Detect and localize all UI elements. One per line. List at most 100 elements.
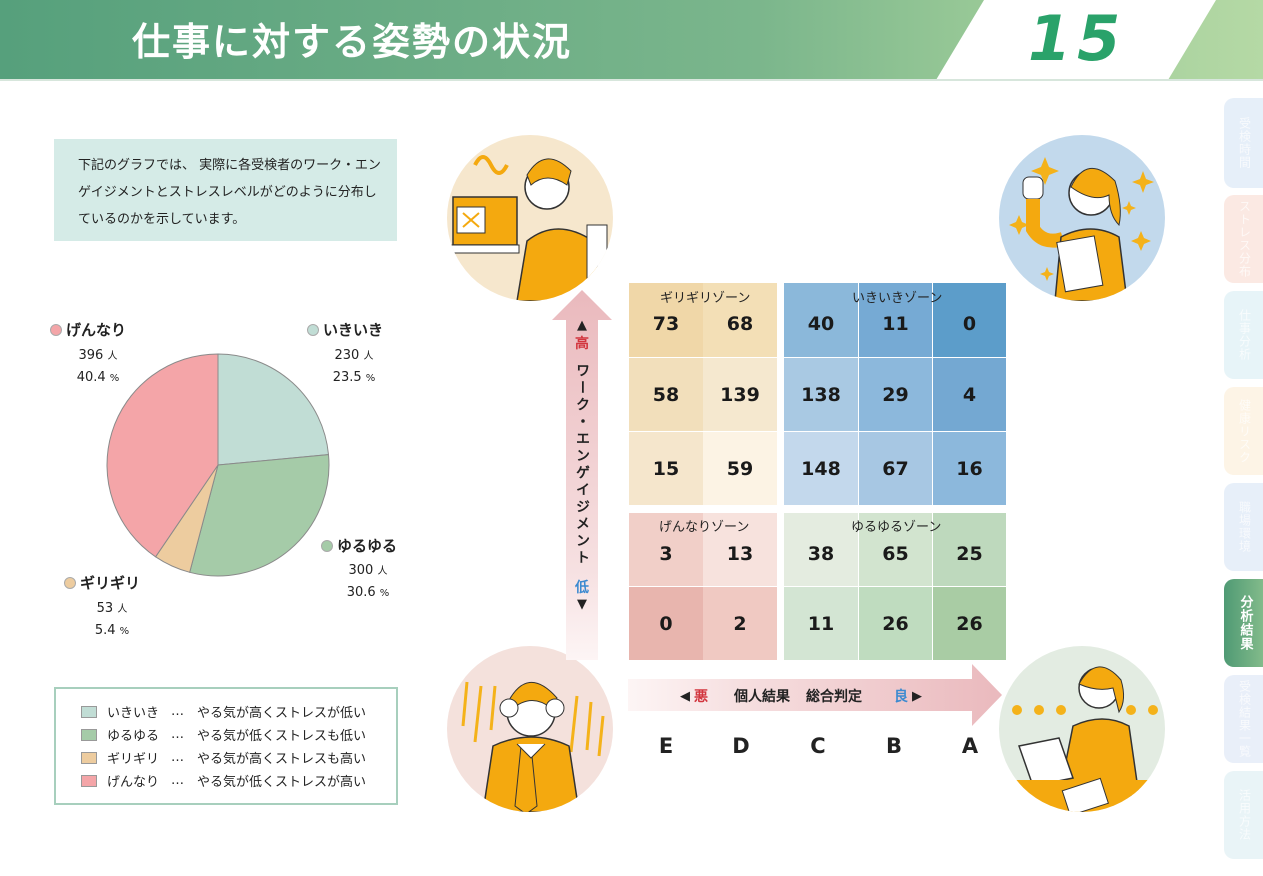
grade-b: B	[885, 734, 902, 758]
x-axis-title-1: 個人結果	[734, 689, 790, 705]
side-tab-label: 受検時間	[1237, 117, 1252, 169]
legend-name: いきいき	[107, 706, 160, 721]
page-number-panel	[936, 0, 1216, 80]
left-triangle-icon: ◀	[680, 688, 690, 704]
matrix-cell: 2	[703, 587, 777, 660]
side-tab-3[interactable]: 健康リスク	[1224, 387, 1263, 475]
legend-separator: …	[171, 704, 184, 719]
gennari-dot-icon	[50, 323, 62, 336]
legend-name: げんなり	[107, 775, 160, 790]
header-divider	[0, 79, 1263, 81]
unit: %	[365, 373, 376, 384]
legend-item: いきいき … やる気が高くストレスが低い	[81, 700, 396, 723]
y-axis-title: ワーク・エンゲイジメント	[574, 363, 590, 567]
y-axis-low: 低	[575, 580, 589, 596]
percent: 30.6	[346, 585, 376, 600]
up-triangle-icon: ▲	[577, 318, 587, 333]
unit: %	[109, 373, 120, 384]
pie-label-ikiiki: いきいき	[307, 319, 383, 340]
pie-label-name: げんなり	[66, 321, 127, 339]
side-tab-label: 仕事分析	[1237, 309, 1252, 361]
pie-chart	[106, 353, 330, 577]
side-tab-2[interactable]: 仕事分析	[1224, 291, 1263, 379]
worried-man-illustration	[447, 135, 613, 301]
legend-desc: やる気が低くストレスが高い	[197, 775, 367, 790]
matrix-cell: 148	[784, 432, 858, 505]
pie-slice-ikiiki	[217, 353, 330, 466]
stressed-man-icon	[461, 681, 605, 812]
overall-judgment-arrow	[628, 664, 1002, 726]
grade-d: D	[732, 734, 750, 758]
side-tab-4[interactable]: 職場環境	[1224, 483, 1263, 571]
unit: %	[379, 588, 390, 599]
matrix-cell: 138	[784, 358, 858, 431]
legend-name: ゆるゆる	[107, 729, 160, 744]
y-axis-label: ▲ 高 ワーク・エンゲイジメント 低 ▼	[568, 318, 596, 612]
percent: 23.5	[332, 370, 362, 385]
zone-label-yuruyuru: ゆるゆるゾーン	[851, 520, 942, 535]
x-axis-good: 良	[894, 689, 908, 705]
matrix-cell: 68	[703, 283, 777, 357]
pie-label-name: いきいき	[323, 321, 384, 339]
pie-sub-yuruyuru: 300 人 30.6 %	[338, 560, 398, 604]
ikiiki-dot-icon	[307, 323, 319, 336]
matrix-cell: 58	[629, 358, 703, 431]
down-triangle-icon: ▼	[577, 597, 587, 612]
side-tab-label: 受検結果一覧	[1237, 680, 1252, 758]
matrix-cell: 65	[859, 513, 932, 586]
pie-label-yuruyuru: ゆるゆる	[321, 535, 397, 556]
side-tab-0[interactable]: 受検時間	[1224, 98, 1263, 188]
side-tab-6[interactable]: 受検結果一覧	[1224, 675, 1263, 763]
matrix-cell: 67	[859, 432, 932, 505]
page-title: 仕事に対する姿勢の状況	[132, 20, 573, 64]
yuruyuru-dot-icon	[321, 539, 333, 552]
worried-man-icon	[447, 155, 608, 301]
pie-label-gennari: げんなり	[50, 319, 126, 340]
side-tab-1[interactable]: ストレス分布	[1224, 195, 1263, 283]
matrix-cell: 139	[703, 358, 777, 431]
zone-label-girigiri: ギリギリゾーン	[660, 291, 751, 306]
legend-separator: …	[171, 727, 184, 742]
legend-item: ゆるゆる … やる気が低くストレスも低い	[81, 723, 396, 746]
pie-slice-yuruyuru	[189, 454, 330, 577]
cheerful-woman-illustration	[999, 135, 1165, 301]
pie-slice-gennari	[106, 353, 219, 558]
matrix-cell: 59	[703, 432, 777, 505]
percent: 5.4	[94, 623, 116, 638]
count: 396	[78, 348, 104, 363]
tired-woman-illustration	[999, 646, 1165, 812]
count: 53	[96, 601, 114, 616]
tired-woman-icon	[999, 666, 1165, 812]
matrix-cell: 0	[629, 587, 703, 660]
matrix-cell: 13	[703, 513, 777, 586]
girigiri-dot-icon	[64, 576, 76, 589]
intro-box: 下記のグラフでは、 実際に各受検者のワーク・エンゲイジメントとストレスレベルがど…	[54, 139, 397, 241]
unit: 人	[363, 351, 374, 362]
unit: %	[119, 626, 130, 637]
matrix-cell: 26	[933, 587, 1006, 660]
matrix-cell: 40	[784, 283, 858, 357]
matrix-cell: 11	[784, 587, 858, 660]
count: 230	[334, 348, 360, 363]
matrix-cell: 38	[784, 513, 858, 586]
matrix-cell: 25	[933, 513, 1006, 586]
pie-sub-ikiiki: 230 人 23.5 %	[324, 345, 384, 389]
matrix-cell: 3	[629, 513, 703, 586]
legend-item: ギリギリ … やる気が高くストレスも高い	[81, 746, 396, 769]
legend-swatch	[81, 751, 97, 764]
matrix-cell: 11	[859, 283, 932, 357]
side-tab-analysis-active[interactable]: 分析結果	[1224, 579, 1263, 667]
matrix-cell: 26	[859, 587, 932, 660]
grade-c: C	[810, 734, 826, 758]
pie-sub-girigiri: 53 人 5.4 %	[82, 598, 142, 642]
y-axis-high: 高	[575, 336, 589, 352]
zone-label-ikiiki: いきいきゾーン	[852, 291, 943, 306]
pie-legend: いきいき … やる気が高くストレスが低い ゆるゆる … やる気が低くストレスも低…	[54, 687, 398, 805]
unit: 人	[107, 351, 118, 362]
side-tab-7[interactable]: 活用方法	[1224, 771, 1263, 859]
legend-desc: やる気が高くストレスも高い	[197, 752, 367, 767]
side-tab-label: 職場環境	[1237, 501, 1252, 553]
count: 300	[348, 563, 374, 578]
grade-a: A	[961, 734, 979, 758]
stressed-man-illustration	[447, 646, 613, 812]
